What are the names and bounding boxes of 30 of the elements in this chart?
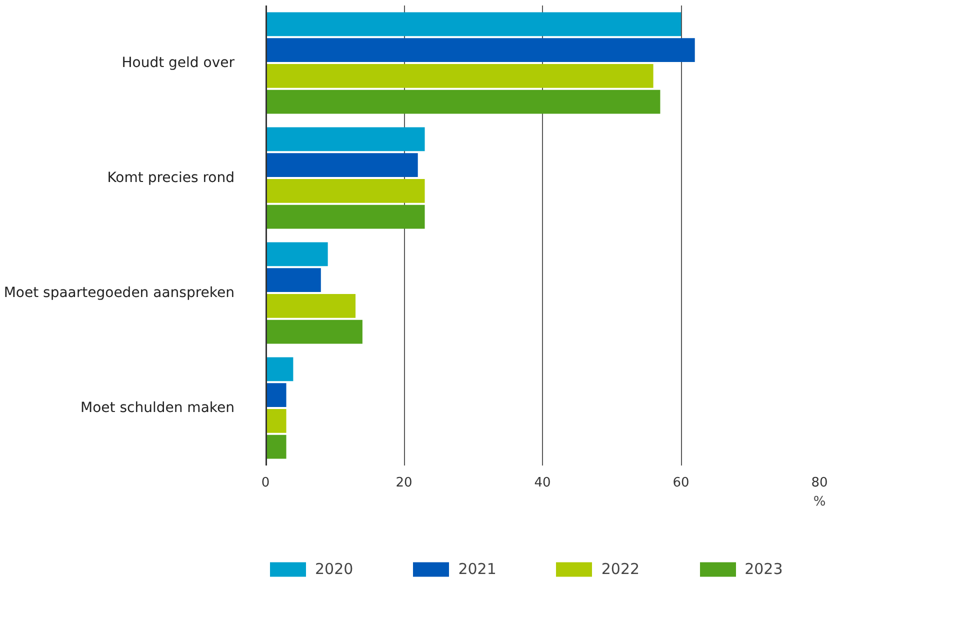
bar <box>266 294 356 318</box>
bar <box>266 242 328 266</box>
legend-label: 2022 <box>601 560 640 578</box>
legend-label: 2020 <box>315 560 354 578</box>
bar <box>266 90 660 114</box>
bar <box>266 357 294 382</box>
legend-label: 2023 <box>744 560 783 578</box>
x-tick-label: 80 <box>811 476 828 490</box>
x-tick-label: 20 <box>396 476 412 490</box>
y-tick-label: Houdt geld over <box>122 55 235 71</box>
x-tick-label: 60 <box>672 476 690 490</box>
bar <box>266 320 362 344</box>
x-tick-label: 0 <box>261 476 270 490</box>
legend-label: 2021 <box>458 560 496 578</box>
bar <box>266 64 654 88</box>
bar <box>266 409 286 433</box>
bar <box>266 268 321 292</box>
bar <box>266 127 425 152</box>
y-tick-label: Moet schulden maken <box>80 400 235 416</box>
bar <box>266 153 418 177</box>
y-tick-label: Moet spaartegoeden aanspreken <box>4 285 235 301</box>
bar <box>266 204 425 229</box>
bar <box>266 179 425 203</box>
y-tick-label: Komt precies rond <box>107 170 235 186</box>
bar <box>266 12 681 36</box>
bar <box>266 38 695 62</box>
bar <box>266 434 286 459</box>
x-axis-title: % <box>813 494 826 510</box>
bar <box>266 383 286 407</box>
x-tick-label: 40 <box>534 476 551 490</box>
